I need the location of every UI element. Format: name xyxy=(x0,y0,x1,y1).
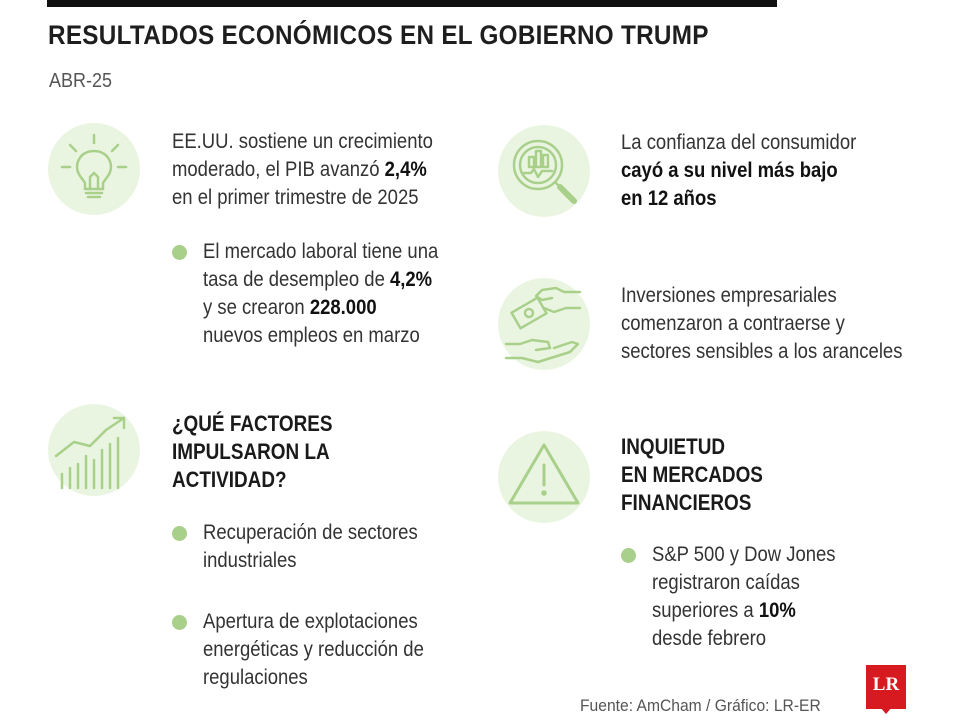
factor-1-line-2: industriales xyxy=(203,549,297,572)
factor-item: Apertura de explotaciones energéticas y … xyxy=(203,608,424,692)
investment-line-1: Inversiones empresariales xyxy=(621,284,837,307)
warning-icon xyxy=(498,431,590,523)
factors-heading-line-1: ¿QUÉ FACTORES xyxy=(172,411,333,436)
markets-heading-line-3: FINANCIEROS xyxy=(621,490,752,515)
lightbulb-icon xyxy=(48,123,140,215)
investment-line-2: comenzaron a contraerse y xyxy=(621,312,845,335)
factors-heading: ¿QUÉ FACTORES IMPULSARON LA ACTIVIDAD? xyxy=(172,410,332,494)
source-credit: Fuente: AmCham / Gráfico: LR-ER xyxy=(580,696,821,715)
gdp-line-3: en el primer trimestre de 2025 xyxy=(172,186,419,209)
gdp-line-1: EE.UU. sostiene un crecimiento xyxy=(172,130,433,153)
markets-line-2: registraron caídas xyxy=(652,571,800,594)
markets-line-3-text: superiores a xyxy=(652,599,759,622)
page-title: RESULTADOS ECONÓMICOS EN EL GOBIERNO TRU… xyxy=(48,20,709,50)
labor-line-4: nuevos empleos en marzo xyxy=(203,324,420,347)
money-hands-icon xyxy=(498,278,590,370)
markets-heading: INQUIETUD EN MERCADOS FINANCIEROS xyxy=(621,433,763,517)
date-label: ABR-25 xyxy=(49,70,113,92)
gdp-line-2-text: moderado, el PIB avanzó xyxy=(172,158,385,181)
magnifier-chart-icon xyxy=(498,125,590,217)
lr-logo: LR xyxy=(866,665,906,709)
gdp-value: 2,4% xyxy=(384,158,427,181)
consumer-line-3: en 12 años xyxy=(621,187,717,210)
labor-line-3: y se crearon 228.000 xyxy=(203,294,438,322)
markets-text: S&P 500 y Dow Jones registraron caídas s… xyxy=(652,541,836,653)
factor-item: Recuperación de sectores industriales xyxy=(203,519,418,575)
markets-line-4: desde febrero xyxy=(652,627,767,650)
consumer-line-1: La confianza del consumidor xyxy=(621,131,857,154)
labor-line-1: El mercado laboral tiene una xyxy=(203,240,439,263)
unemployment-value: 4,2% xyxy=(389,268,433,291)
growth-chart-icon xyxy=(48,404,140,496)
labor-line-2-text: tasa de desempleo de xyxy=(203,268,390,291)
drop-value: 10% xyxy=(758,599,796,622)
markets-line-1: S&P 500 y Dow Jones xyxy=(652,543,836,566)
labor-text: El mercado laboral tiene una tasa de des… xyxy=(203,238,438,350)
factors-heading-line-2: IMPULSARON LA xyxy=(172,439,330,464)
investment-line-3: sectores sensibles a los aranceles xyxy=(621,340,903,363)
gdp-line-2: moderado, el PIB avanzó 2,4% xyxy=(172,156,433,184)
labor-line-2: tasa de desempleo de 4,2% xyxy=(203,266,438,294)
jobs-value: 228.000 xyxy=(309,296,377,319)
markets-heading-line-1: INQUIETUD xyxy=(621,434,726,459)
factor-2-line-1: Apertura de explotaciones xyxy=(203,610,418,633)
factor-1-line-1: Recuperación de sectores xyxy=(203,521,418,544)
bullet-dot xyxy=(172,615,187,630)
top-rule xyxy=(47,0,777,7)
consumer-line-2: cayó a su nivel más bajo xyxy=(621,159,838,182)
factor-2-line-2: energéticas y reducción de xyxy=(203,638,424,661)
consumer-text: La confianza del consumidor cayó a su ni… xyxy=(621,129,856,213)
bullet-dot xyxy=(172,526,187,541)
bullet-dot xyxy=(621,548,636,563)
markets-heading-line-2: EN MERCADOS xyxy=(621,462,763,487)
bullet-dot xyxy=(172,245,187,260)
gdp-text: EE.UU. sostiene un crecimiento moderado,… xyxy=(172,128,433,212)
labor-line-3-text: y se crearon xyxy=(203,296,310,319)
investment-text: Inversiones empresariales comenzaron a c… xyxy=(621,282,902,366)
markets-line-3: superiores a 10% xyxy=(652,597,836,625)
factor-2-line-3: regulaciones xyxy=(203,666,308,689)
lr-logo-notch xyxy=(880,707,892,714)
factors-heading-line-3: ACTIVIDAD? xyxy=(172,467,287,492)
